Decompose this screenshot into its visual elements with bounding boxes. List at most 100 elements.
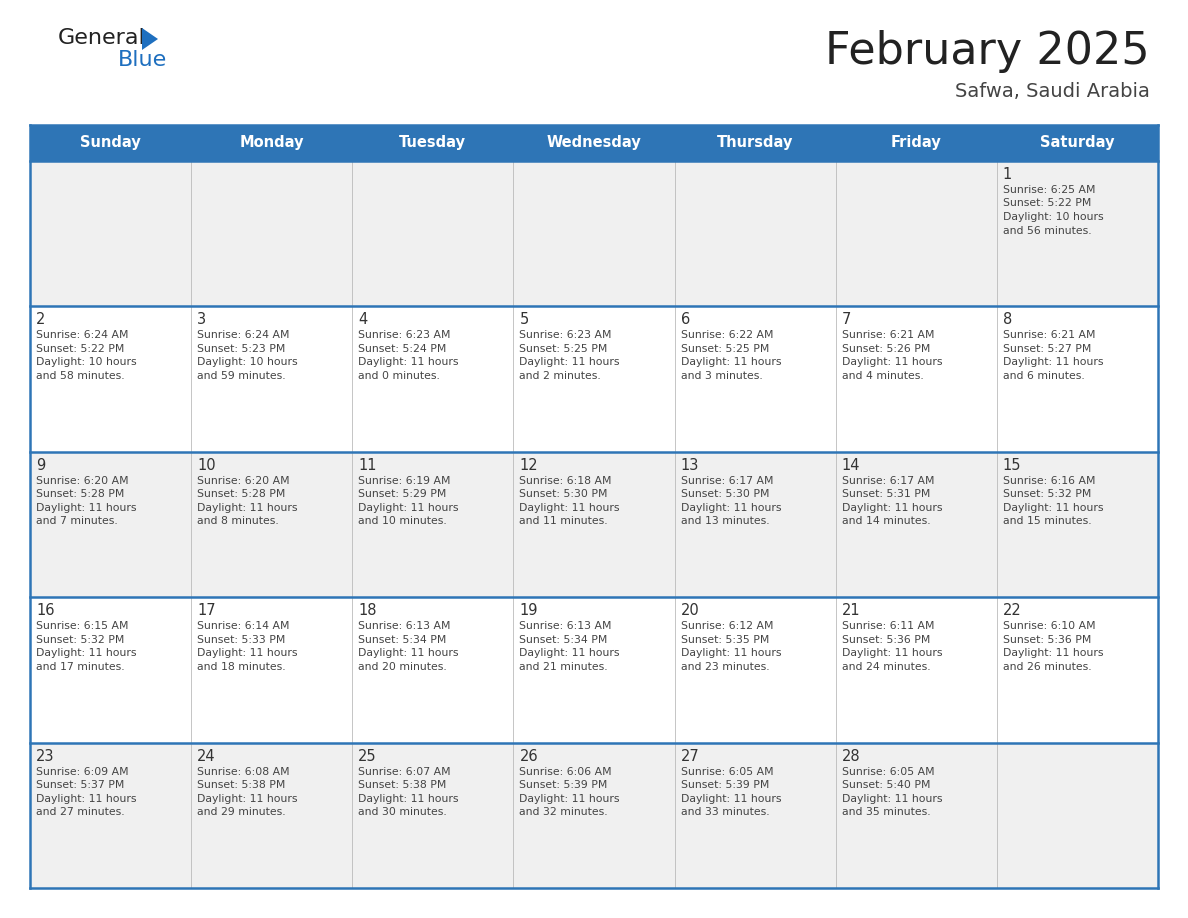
Text: Daylight: 11 hours: Daylight: 11 hours bbox=[359, 793, 459, 803]
Bar bbox=[30, 598, 1158, 743]
Text: Sunrise: 6:05 AM: Sunrise: 6:05 AM bbox=[842, 767, 934, 777]
Text: Sunset: 5:34 PM: Sunset: 5:34 PM bbox=[519, 634, 608, 644]
Text: and 21 minutes.: and 21 minutes. bbox=[519, 662, 608, 672]
Text: Sunrise: 6:21 AM: Sunrise: 6:21 AM bbox=[1003, 330, 1095, 341]
Text: 17: 17 bbox=[197, 603, 216, 618]
Text: Sunrise: 6:12 AM: Sunrise: 6:12 AM bbox=[681, 621, 773, 632]
Text: 15: 15 bbox=[1003, 458, 1022, 473]
Text: and 10 minutes.: and 10 minutes. bbox=[359, 516, 447, 526]
Text: Daylight: 11 hours: Daylight: 11 hours bbox=[681, 357, 781, 367]
Text: and 2 minutes.: and 2 minutes. bbox=[519, 371, 601, 381]
Text: and 23 minutes.: and 23 minutes. bbox=[681, 662, 769, 672]
Text: General: General bbox=[58, 28, 146, 48]
Text: Sunset: 5:33 PM: Sunset: 5:33 PM bbox=[197, 634, 285, 644]
Text: 23: 23 bbox=[36, 748, 55, 764]
Text: Sunrise: 6:07 AM: Sunrise: 6:07 AM bbox=[359, 767, 451, 777]
Text: Daylight: 11 hours: Daylight: 11 hours bbox=[519, 793, 620, 803]
Text: Sunrise: 6:13 AM: Sunrise: 6:13 AM bbox=[359, 621, 450, 632]
Text: and 7 minutes.: and 7 minutes. bbox=[36, 516, 118, 526]
Text: Daylight: 11 hours: Daylight: 11 hours bbox=[36, 503, 137, 513]
Text: Sunset: 5:25 PM: Sunset: 5:25 PM bbox=[681, 344, 769, 354]
Text: Sunset: 5:31 PM: Sunset: 5:31 PM bbox=[842, 489, 930, 499]
Text: and 56 minutes.: and 56 minutes. bbox=[1003, 226, 1092, 236]
Text: 28: 28 bbox=[842, 748, 860, 764]
Text: 27: 27 bbox=[681, 748, 700, 764]
Bar bbox=[30, 125, 1158, 161]
Text: 11: 11 bbox=[359, 458, 377, 473]
Text: and 32 minutes.: and 32 minutes. bbox=[519, 807, 608, 817]
Text: and 59 minutes.: and 59 minutes. bbox=[197, 371, 286, 381]
Text: February 2025: February 2025 bbox=[826, 30, 1150, 73]
Text: Daylight: 10 hours: Daylight: 10 hours bbox=[1003, 212, 1104, 222]
Text: 7: 7 bbox=[842, 312, 851, 328]
Bar bbox=[30, 452, 1158, 598]
Text: Sunset: 5:39 PM: Sunset: 5:39 PM bbox=[681, 780, 769, 790]
Text: Sunset: 5:37 PM: Sunset: 5:37 PM bbox=[36, 780, 125, 790]
Text: and 24 minutes.: and 24 minutes. bbox=[842, 662, 930, 672]
Text: Sunset: 5:25 PM: Sunset: 5:25 PM bbox=[519, 344, 608, 354]
Text: Sunset: 5:26 PM: Sunset: 5:26 PM bbox=[842, 344, 930, 354]
Text: Sunrise: 6:23 AM: Sunrise: 6:23 AM bbox=[519, 330, 612, 341]
Text: Saturday: Saturday bbox=[1041, 136, 1114, 151]
Text: Daylight: 11 hours: Daylight: 11 hours bbox=[842, 503, 942, 513]
Text: Sunset: 5:35 PM: Sunset: 5:35 PM bbox=[681, 634, 769, 644]
Text: Sunset: 5:32 PM: Sunset: 5:32 PM bbox=[1003, 489, 1092, 499]
Text: 19: 19 bbox=[519, 603, 538, 618]
Text: 2: 2 bbox=[36, 312, 45, 328]
Text: Sunset: 5:22 PM: Sunset: 5:22 PM bbox=[1003, 198, 1092, 208]
Text: and 0 minutes.: and 0 minutes. bbox=[359, 371, 441, 381]
Polygon shape bbox=[143, 28, 158, 50]
Text: and 15 minutes.: and 15 minutes. bbox=[1003, 516, 1092, 526]
Text: Daylight: 11 hours: Daylight: 11 hours bbox=[681, 648, 781, 658]
Text: Sunrise: 6:24 AM: Sunrise: 6:24 AM bbox=[197, 330, 290, 341]
Text: Sunrise: 6:17 AM: Sunrise: 6:17 AM bbox=[842, 476, 934, 486]
Text: 8: 8 bbox=[1003, 312, 1012, 328]
Text: Sunset: 5:40 PM: Sunset: 5:40 PM bbox=[842, 780, 930, 790]
Text: Sunset: 5:28 PM: Sunset: 5:28 PM bbox=[36, 489, 125, 499]
Text: Daylight: 11 hours: Daylight: 11 hours bbox=[842, 793, 942, 803]
Text: and 8 minutes.: and 8 minutes. bbox=[197, 516, 279, 526]
Text: Sunrise: 6:06 AM: Sunrise: 6:06 AM bbox=[519, 767, 612, 777]
Text: 16: 16 bbox=[36, 603, 55, 618]
Text: 26: 26 bbox=[519, 748, 538, 764]
Bar bbox=[30, 307, 1158, 452]
Text: 12: 12 bbox=[519, 458, 538, 473]
Text: Sunset: 5:34 PM: Sunset: 5:34 PM bbox=[359, 634, 447, 644]
Text: Sunrise: 6:10 AM: Sunrise: 6:10 AM bbox=[1003, 621, 1095, 632]
Text: Sunrise: 6:16 AM: Sunrise: 6:16 AM bbox=[1003, 476, 1095, 486]
Text: Sunrise: 6:22 AM: Sunrise: 6:22 AM bbox=[681, 330, 773, 341]
Text: Sunrise: 6:05 AM: Sunrise: 6:05 AM bbox=[681, 767, 773, 777]
Text: Daylight: 11 hours: Daylight: 11 hours bbox=[197, 648, 298, 658]
Text: Daylight: 11 hours: Daylight: 11 hours bbox=[519, 357, 620, 367]
Text: Thursday: Thursday bbox=[716, 136, 794, 151]
Text: Daylight: 11 hours: Daylight: 11 hours bbox=[359, 648, 459, 658]
Text: and 30 minutes.: and 30 minutes. bbox=[359, 807, 447, 817]
Text: 24: 24 bbox=[197, 748, 216, 764]
Text: Sunrise: 6:19 AM: Sunrise: 6:19 AM bbox=[359, 476, 450, 486]
Text: Sunrise: 6:23 AM: Sunrise: 6:23 AM bbox=[359, 330, 450, 341]
Text: and 3 minutes.: and 3 minutes. bbox=[681, 371, 763, 381]
Text: Sunrise: 6:14 AM: Sunrise: 6:14 AM bbox=[197, 621, 290, 632]
Text: Blue: Blue bbox=[118, 50, 168, 70]
Text: 1: 1 bbox=[1003, 167, 1012, 182]
Text: Sunset: 5:30 PM: Sunset: 5:30 PM bbox=[681, 489, 769, 499]
Text: and 17 minutes.: and 17 minutes. bbox=[36, 662, 125, 672]
Text: Sunrise: 6:15 AM: Sunrise: 6:15 AM bbox=[36, 621, 128, 632]
Text: 9: 9 bbox=[36, 458, 45, 473]
Text: Daylight: 11 hours: Daylight: 11 hours bbox=[842, 357, 942, 367]
Text: and 20 minutes.: and 20 minutes. bbox=[359, 662, 447, 672]
Text: 13: 13 bbox=[681, 458, 699, 473]
Text: and 4 minutes.: and 4 minutes. bbox=[842, 371, 923, 381]
Text: Daylight: 11 hours: Daylight: 11 hours bbox=[36, 793, 137, 803]
Text: 20: 20 bbox=[681, 603, 700, 618]
Text: Sunrise: 6:20 AM: Sunrise: 6:20 AM bbox=[36, 476, 128, 486]
Text: Sunrise: 6:24 AM: Sunrise: 6:24 AM bbox=[36, 330, 128, 341]
Text: 22: 22 bbox=[1003, 603, 1022, 618]
Text: 6: 6 bbox=[681, 312, 690, 328]
Text: 4: 4 bbox=[359, 312, 367, 328]
Text: Daylight: 11 hours: Daylight: 11 hours bbox=[681, 503, 781, 513]
Text: 14: 14 bbox=[842, 458, 860, 473]
Text: Sunset: 5:22 PM: Sunset: 5:22 PM bbox=[36, 344, 125, 354]
Text: and 11 minutes.: and 11 minutes. bbox=[519, 516, 608, 526]
Bar bbox=[30, 161, 1158, 307]
